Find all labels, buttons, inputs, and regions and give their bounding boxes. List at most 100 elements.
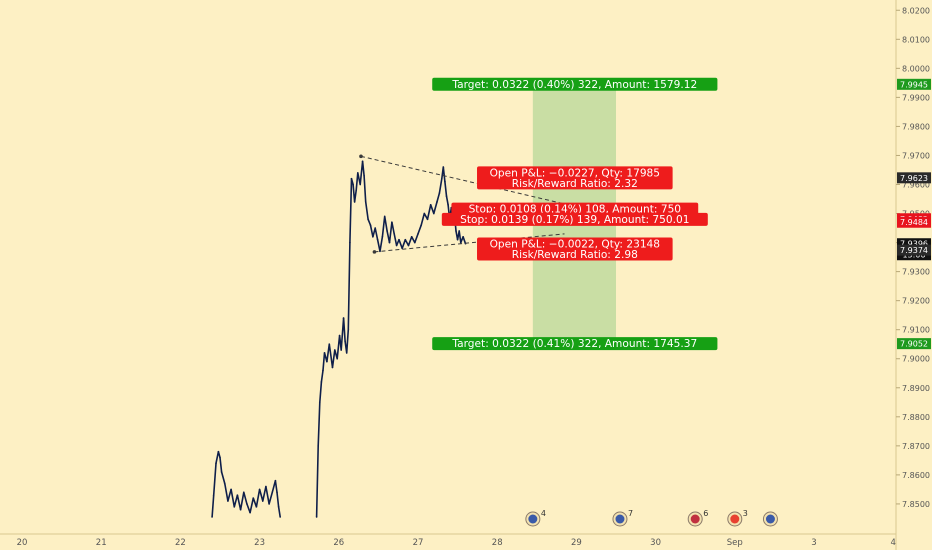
price-point [338,334,341,337]
y-tick-label: 8.0000 [902,64,930,73]
price-point [357,172,359,174]
economic-event-icon[interactable]: 6 [687,509,708,527]
y-tick-label: 7.9700 [902,151,930,160]
target-label[interactable]: Target: 0.0322 (0.40%) 322, Amount: 1579… [432,77,718,91]
event-count: 3 [743,509,748,518]
price-point [426,218,429,221]
price-tag: 7.9945 [897,78,931,90]
price-point [376,238,379,241]
price-tag-label: 7.9484 [900,218,928,227]
price-point [398,238,400,241]
price-point [414,241,416,244]
price-point [440,177,443,180]
price-point [271,491,274,494]
price-point [410,235,413,238]
y-tick-label: 8.0200 [902,6,930,15]
y-tick-label: 7.9100 [902,326,930,335]
price-point [361,160,364,163]
price-tag-box [897,216,931,228]
price-tag-box [897,78,931,90]
price-point [315,516,318,518]
label-text: Open P&L: −0.0022, Qty: 23148 [490,238,661,250]
label-text: Target: 0.0322 (0.41%) 322, Amount: 1745… [451,338,697,350]
price-point [334,349,336,351]
price-point [462,235,464,238]
price-point [391,221,393,224]
label-text: Stop: 0.0108 (0.14%) 108, Amount: 750 [469,204,682,216]
price-point [249,511,251,514]
price-point [336,357,339,360]
economic-event-icon[interactable]: 3 [727,509,748,527]
economic-event-icon[interactable]: 7 [612,509,633,527]
price-point [258,488,261,491]
price-point [331,366,334,369]
y-tick-label: 7.8800 [902,413,930,422]
trendline[interactable] [374,233,565,253]
x-tick-label: 3 [811,538,816,548]
y-tick-label: 7.8700 [902,442,930,451]
event-flag-icon [528,514,538,524]
open-pnl-label[interactable]: Open P&L: −0.0022, Qty: 23148Risk/Reward… [477,237,673,261]
trendline-anchor[interactable] [359,154,363,159]
price-point [252,497,255,499]
price-point [212,494,215,497]
price-point [374,227,377,229]
price-point [381,235,384,238]
price-point [223,482,226,485]
price-point [320,381,323,383]
price-tag: 7.9484 [897,216,931,228]
economic-event-icon[interactable] [762,511,778,527]
price-point [456,238,459,241]
price-point [393,233,396,235]
economic-event-icon[interactable]: 4 [525,509,546,527]
price-point [404,238,407,241]
y-tick-label: 7.8900 [902,384,930,393]
event-count: 7 [628,509,633,518]
y-tick-label: 7.9800 [902,122,930,131]
y-tick-label: 7.9000 [902,355,930,364]
price-tag: 7.9374 [897,244,931,256]
x-tick-label: 29 [571,538,582,548]
price-point [279,516,281,518]
price-point [352,183,354,186]
price-point [233,506,236,508]
y-tick-label: 7.8500 [902,500,930,509]
price-point [326,360,328,363]
price-point [447,204,449,206]
x-tick-label: 22 [175,538,186,548]
price-point [364,201,367,203]
price-point [455,230,457,232]
stop-label[interactable]: Stop: 0.0139 (0.17%) 139, Amount: 750.01 [441,212,708,226]
label-box [477,166,673,190]
label-box [432,77,718,91]
price-point [445,195,448,197]
price-point [386,230,388,232]
price-point [230,488,232,491]
target-label[interactable]: Target: 0.0322 (0.41%) 322, Amount: 1745… [432,337,718,351]
event-count: 6 [703,509,708,518]
price-point [383,215,386,218]
label-text: Stop: 0.0139 (0.17%) 139, Amount: 750.01 [460,214,689,226]
price-point [211,516,213,518]
x-tick-label: 4 [890,538,895,548]
price-point [355,189,358,192]
price-point [367,218,369,221]
price-tag-box [897,172,931,184]
label-box [477,237,673,261]
trendline-anchor[interactable] [372,250,377,254]
price-point [429,204,432,206]
price-point [236,494,239,497]
price-point [265,485,267,488]
label-box [432,337,718,351]
label-box [451,202,699,216]
label-box [441,212,708,226]
stop-label[interactable]: Stop: 0.0108 (0.14%) 108, Amount: 750 [451,202,699,216]
x-tick-label: 20 [17,538,28,548]
open-pnl-label[interactable]: Open P&L: −0.0227, Qty: 17985Risk/Reward… [477,166,673,190]
price-point [436,201,438,203]
label-text: Risk/Reward Ratio: 2.32 [512,178,638,190]
price-point [372,235,374,238]
y-tick-label: 8.0100 [902,35,930,44]
